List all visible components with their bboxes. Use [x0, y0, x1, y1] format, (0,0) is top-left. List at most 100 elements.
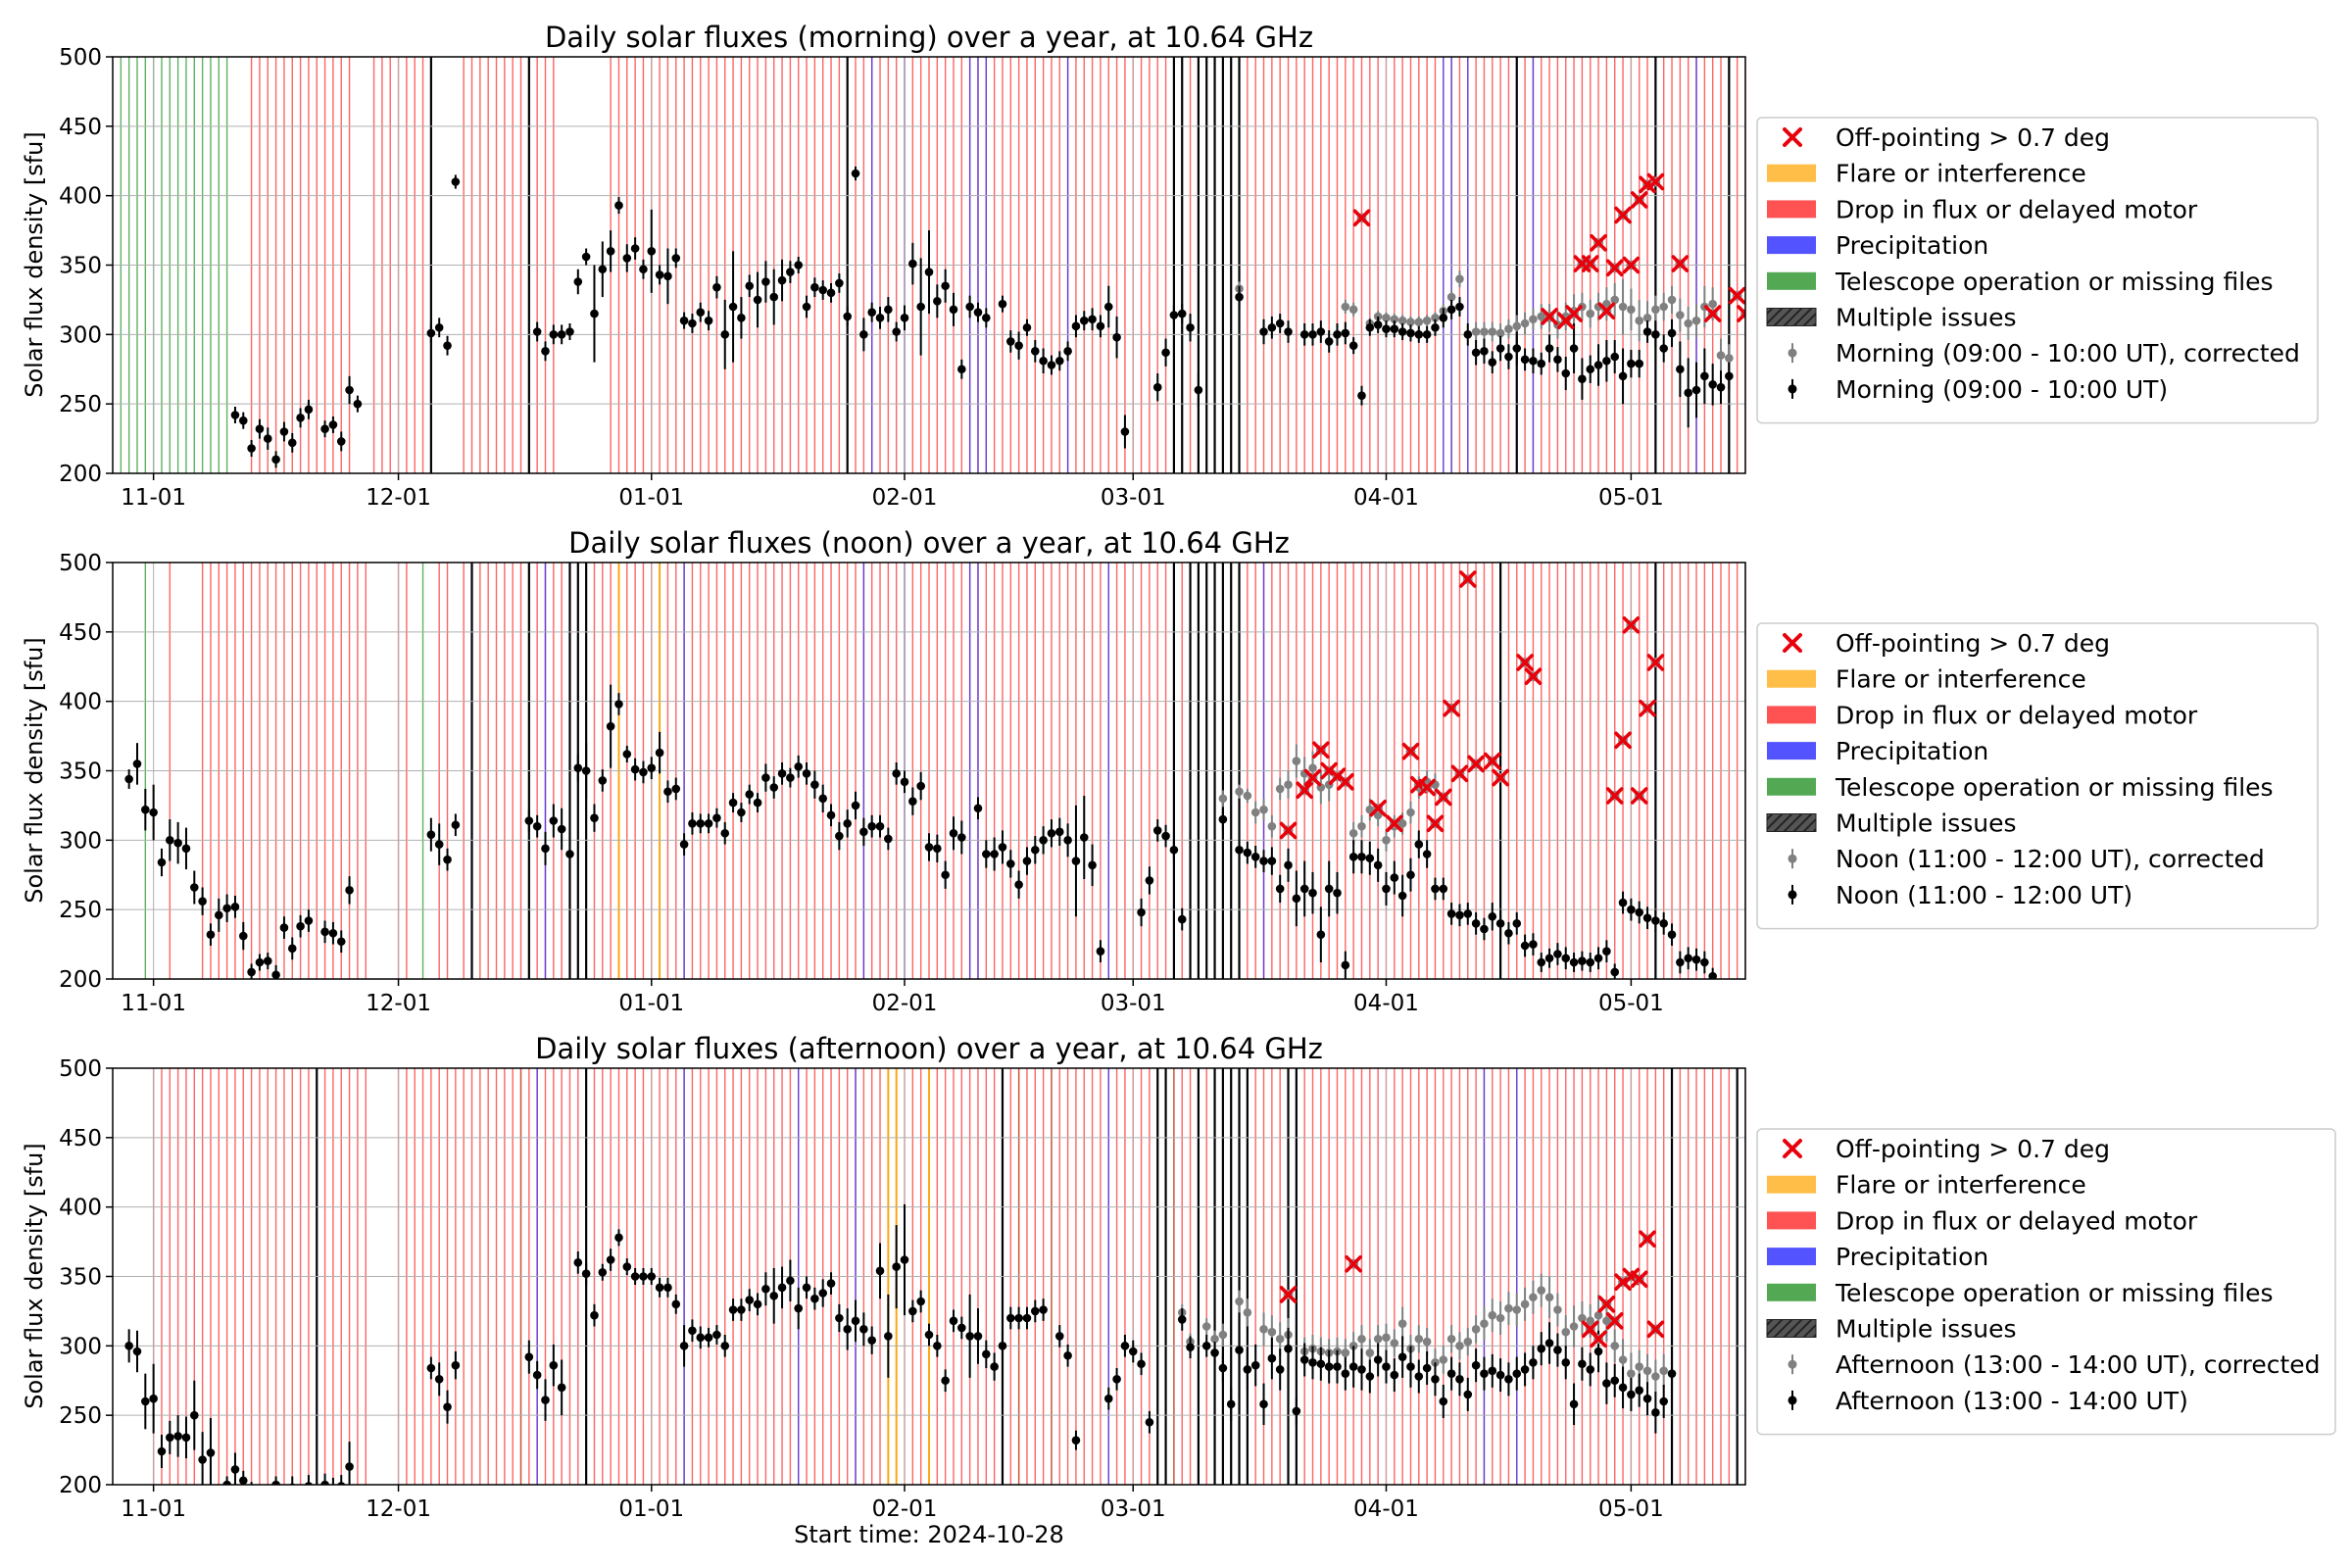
data-point	[614, 197, 623, 215]
data-point	[157, 1435, 167, 1468]
data-point	[541, 831, 550, 865]
legend-cross-icon	[1783, 633, 1802, 653]
data-point	[1544, 1322, 1554, 1364]
data-point	[908, 242, 917, 285]
data-point	[1267, 847, 1277, 875]
data-point	[1014, 331, 1023, 360]
data-point	[630, 237, 640, 260]
data-point	[622, 1258, 632, 1276]
data-point	[1455, 904, 1464, 927]
data-point	[606, 230, 615, 272]
corrected-point	[1357, 1325, 1366, 1353]
data-point	[720, 299, 730, 369]
corrected-point	[1495, 1301, 1505, 1335]
data-point	[1169, 838, 1179, 861]
data-point	[647, 209, 657, 293]
data-point	[679, 833, 689, 856]
data-point	[1103, 285, 1113, 328]
data-point	[973, 1308, 983, 1364]
offpoint-marker	[1541, 308, 1558, 325]
data-point	[1406, 858, 1415, 892]
offpoint-marker	[1605, 787, 1624, 805]
data-point	[1618, 348, 1628, 405]
offpoint-marker	[1639, 1230, 1656, 1249]
data-point	[908, 787, 917, 815]
corrected-point	[1667, 285, 1677, 315]
data-point	[1382, 871, 1391, 906]
data-point	[941, 860, 950, 889]
data-point	[573, 754, 583, 782]
offpoint-marker	[1492, 768, 1509, 787]
data-point	[1480, 338, 1489, 365]
corrected-point	[1488, 321, 1497, 342]
legend-label: Flare or interference	[1836, 665, 2086, 694]
data-point	[777, 762, 787, 785]
data-point	[875, 814, 885, 838]
data-point	[230, 407, 240, 423]
corrected-point	[1480, 321, 1489, 342]
legend-swatch-icon	[1767, 742, 1816, 760]
offpoint-marker	[1450, 764, 1469, 783]
data-point	[1480, 1356, 1489, 1391]
data-point	[802, 762, 811, 785]
data-point	[320, 420, 329, 438]
corrected-point	[1414, 1325, 1424, 1353]
data-point	[1210, 1342, 1219, 1364]
data-point	[1103, 1387, 1113, 1410]
offpoint-marker	[1369, 799, 1387, 817]
data-point	[287, 937, 297, 960]
offpoint-marker	[1443, 699, 1460, 717]
data-point	[761, 1272, 770, 1306]
data-point	[304, 1475, 313, 1485]
y-tick-label: 400	[59, 184, 102, 210]
legend-entry: Off-pointing > 0.7 deg	[1783, 1135, 2110, 1163]
legend-entry: Drop in flux or delayed motor	[1767, 195, 2198, 223]
legend-entry: Morning (09:00 - 10:00 UT)	[1788, 375, 2168, 404]
data-point	[1488, 903, 1497, 931]
offpoint-marker	[1630, 1270, 1648, 1289]
data-point	[1488, 351, 1497, 373]
data-point	[1406, 324, 1415, 342]
data-point	[1348, 840, 1358, 874]
corrected-point	[1422, 1327, 1432, 1356]
data-point	[884, 827, 893, 851]
data-point	[1177, 907, 1187, 931]
offpoint-marker	[1312, 741, 1330, 760]
data-point	[1512, 912, 1522, 935]
x-tick-label: 01-01	[618, 485, 684, 511]
legend-label: Noon (11:00 - 12:00 UT)	[1836, 881, 2132, 909]
data-point	[1593, 947, 1603, 970]
corrected-point	[1659, 1353, 1668, 1388]
corrected-point	[1659, 292, 1668, 321]
data-point	[1284, 320, 1293, 343]
data-point	[1463, 903, 1473, 925]
data-point	[802, 1276, 811, 1299]
data-point	[532, 321, 542, 342]
ylabel-noon: Solar flux density [sfu]	[21, 637, 48, 903]
data-point	[198, 1432, 207, 1485]
data-point	[737, 803, 746, 822]
data-point	[1390, 320, 1399, 338]
data-point	[851, 1299, 860, 1343]
data-point	[214, 898, 223, 932]
data-point	[973, 797, 983, 820]
data-point	[1725, 362, 1734, 390]
data-point	[1063, 1344, 1072, 1367]
legend-swatch-icon	[1767, 777, 1816, 796]
data-point	[1618, 891, 1628, 914]
data-point	[728, 793, 738, 812]
data-point	[590, 265, 599, 363]
corrected-point	[1243, 1298, 1252, 1327]
data-point	[279, 916, 289, 939]
data-point	[794, 755, 804, 778]
data-point	[549, 324, 559, 345]
data-point	[230, 896, 240, 918]
data-point	[794, 1287, 804, 1330]
offpoint-marker	[1646, 172, 1665, 191]
corrected-point	[1439, 1346, 1448, 1374]
offpoint-marker	[1434, 788, 1452, 807]
offpoint-marker	[1597, 1296, 1616, 1313]
data-point	[1495, 1358, 1505, 1393]
x-tick-label: 05-01	[1598, 1496, 1664, 1522]
data-point	[1112, 1368, 1121, 1391]
